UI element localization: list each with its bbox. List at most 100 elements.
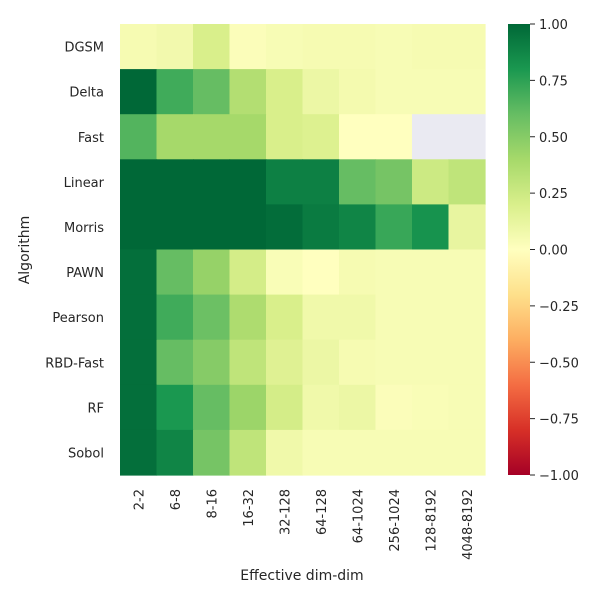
x-tick-label: 128-8192 <box>424 489 439 552</box>
y-tick-label: Linear <box>64 176 105 191</box>
heatmap-cell <box>412 249 450 296</box>
heatmap-cell <box>339 24 377 70</box>
heatmap-cell <box>120 339 158 386</box>
heatmap-cell <box>229 114 267 160</box>
x-tick-label: 64-1024 <box>351 489 366 543</box>
heatmap-cell <box>302 114 340 160</box>
y-tick-label: Morris <box>64 221 104 236</box>
heatmap-cell <box>448 294 486 341</box>
heatmap-cell <box>193 294 231 341</box>
heatmap-cells <box>120 24 486 476</box>
heatmap-cell <box>156 24 194 70</box>
heatmap-cell <box>156 384 194 431</box>
heatmap-cell <box>375 384 413 431</box>
x-tick-label: 64-128 <box>315 489 330 535</box>
heatmap-cell <box>375 429 413 476</box>
heatmap-cell <box>193 384 231 431</box>
y-axis-label: Algorithm <box>17 216 33 285</box>
heatmap-cell <box>156 294 194 341</box>
heatmap-cell <box>193 429 231 476</box>
heatmap-cell <box>375 159 413 205</box>
heatmap-cell <box>339 429 377 476</box>
heatmap-cell <box>229 339 267 386</box>
heatmap-cell <box>302 204 340 251</box>
heatmap-cell <box>193 204 231 251</box>
heatmap-cell <box>120 204 158 251</box>
heatmap-cell <box>302 339 340 386</box>
heatmap-cell <box>156 69 194 115</box>
heatmap-cell <box>412 204 450 251</box>
heatmap-cell <box>339 384 377 431</box>
heatmap-cell <box>156 249 194 296</box>
heatmap-cell <box>448 429 486 476</box>
x-tick-label: 16-32 <box>242 489 257 527</box>
heatmap-cell <box>229 69 267 115</box>
heatmap-cell <box>156 204 194 251</box>
heatmap-cell <box>302 69 340 115</box>
x-tick-label: 4048-8192 <box>461 489 476 560</box>
heatmap-cell <box>193 24 231 70</box>
colorbar-gradient <box>508 24 530 475</box>
x-tick-label: 6-8 <box>169 489 184 510</box>
heatmap-cell <box>412 114 450 160</box>
heatmap-cell <box>375 339 413 386</box>
heatmap-cell <box>193 249 231 296</box>
heatmap-cell <box>339 159 377 205</box>
heatmap-cell <box>229 159 267 205</box>
heatmap-cell <box>193 159 231 205</box>
heatmap-cell <box>120 294 158 341</box>
colorbar: 1.00 0.75 0.50 0.25 0.00 −0.25 −0.50 −0.75 −1.00 <box>508 18 579 484</box>
y-tick-labels: DGSM Delta Fast Linear Morris PAWN Pearson RBD-… <box>45 41 104 462</box>
heatmap-cell <box>302 159 340 205</box>
heatmap-cell <box>448 339 486 386</box>
heatmap-cell <box>412 339 450 386</box>
colorbar-tick-label: −0.25 <box>539 300 579 315</box>
x-tick-label: 8-16 <box>205 489 220 519</box>
heatmap-cell <box>302 24 340 70</box>
colorbar-tick-label: 1.00 <box>539 18 568 33</box>
heatmap-cell <box>120 384 158 431</box>
heatmap-cell <box>339 294 377 341</box>
heatmap-cell <box>375 114 413 160</box>
heatmap-cell <box>339 114 377 160</box>
heatmap-cell <box>266 204 304 251</box>
heatmap-cell <box>266 384 304 431</box>
heatmap-cell <box>412 24 450 70</box>
heatmap-cell <box>375 69 413 115</box>
x-tick-label: 2-2 <box>132 489 147 510</box>
heatmap-cell <box>120 159 158 205</box>
heatmap-cell <box>156 159 194 205</box>
heatmap-cell <box>448 69 486 115</box>
heatmap-cell <box>266 249 304 296</box>
y-tick-label: Fast <box>78 131 104 146</box>
heatmap-cell <box>448 114 486 160</box>
heatmap-cell <box>412 384 450 431</box>
heatmap-cell <box>120 114 158 160</box>
heatmap-cell <box>156 339 194 386</box>
heatmap-cell <box>448 204 486 251</box>
colorbar-tick-label: 0.00 <box>539 244 568 259</box>
heatmap-cell <box>412 429 450 476</box>
heatmap-cell <box>448 159 486 205</box>
heatmap-cell <box>412 69 450 115</box>
colorbar-tick-label: −1.00 <box>539 469 579 484</box>
heatmap-cell <box>229 24 267 70</box>
heatmap-cell <box>266 294 304 341</box>
y-tick-label: PAWN <box>66 266 104 281</box>
colorbar-tick-label: 0.25 <box>539 187 568 202</box>
x-tick-label: 256-1024 <box>388 489 403 552</box>
y-tick-label: RBD-Fast <box>45 356 104 371</box>
colorbar-tick-label: 0.50 <box>539 131 568 146</box>
heatmap-cell <box>193 339 231 386</box>
heatmap-cell <box>266 159 304 205</box>
x-axis-label: Effective dim-dim <box>240 568 363 584</box>
heatmap-cell <box>120 24 158 70</box>
heatmap-cell <box>302 384 340 431</box>
y-tick-label: RF <box>87 401 104 416</box>
colorbar-ticks: 1.00 0.75 0.50 0.25 0.00 −0.25 −0.50 −0.75 −1.00 <box>530 18 579 484</box>
y-tick-label: DGSM <box>64 41 104 56</box>
heatmap-cell <box>156 429 194 476</box>
y-tick-label: Pearson <box>52 311 104 326</box>
heatmap-cell <box>302 294 340 341</box>
